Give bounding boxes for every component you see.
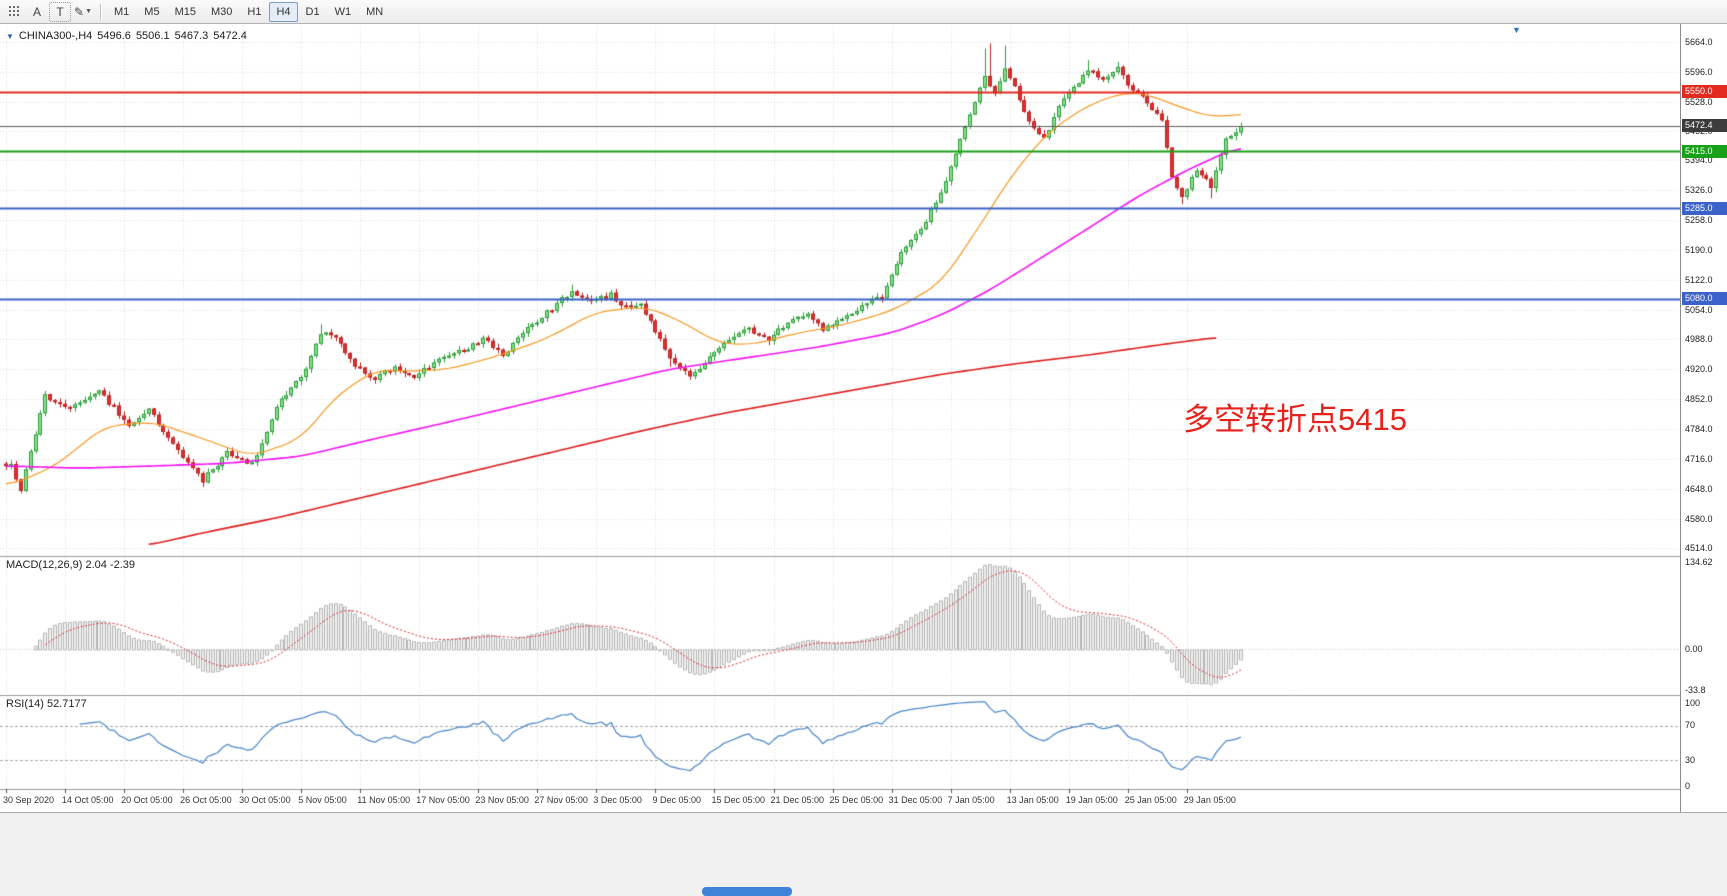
one-click-trading-icon[interactable]: ▼ [6, 31, 14, 41]
rsi-axis-100: 100 [1685, 698, 1701, 708]
chart-text-annotation[interactable]: 多空转折点5415 [1183, 402, 1407, 437]
rsi-axis-30: 30 [1685, 755, 1696, 765]
time-axis-label: 14 Oct 05:00 [62, 795, 114, 805]
time-axis-label: 9 Dec 05:00 [652, 795, 701, 805]
time-axis-label: 5 Nov 05:00 [298, 795, 347, 805]
time-axis-label: 23 Nov 05:00 [475, 795, 529, 805]
price-axis-tick: 4648.0 [1685, 483, 1713, 494]
timeframe-button-m1[interactable]: M1 [114, 5, 130, 18]
time-axis-label: 7 Jan 05:00 [947, 795, 995, 805]
timeframe-button-h4[interactable]: H4 [269, 1, 298, 22]
time-axis-label: 26 Oct 05:00 [180, 795, 232, 805]
color-tool-icon[interactable]: ✎ ▼ [72, 2, 94, 22]
time-axis-label: 15 Dec 05:00 [711, 795, 766, 805]
timeframe-button-w1[interactable]: W1 [334, 5, 352, 18]
time-axis-label: 29 Jan 05:00 [1183, 795, 1236, 805]
macd-axis-min: -33.8 [1685, 685, 1706, 695]
chevron-down-icon: ▼ [85, 8, 92, 15]
price-axis-tick: 5258.0 [1685, 215, 1713, 226]
time-axis-label: 30 Sep 2020 [3, 795, 55, 805]
price-axis-tick: 4920.0 [1685, 364, 1713, 375]
time-axis[interactable]: 30 Sep 2020 14 Oct 05:00 20 Oct 05:00 26 Oc… [0, 789, 1680, 812]
macd-indicator-header: MACD(12,26,9) 2.04 -2.39 [6, 559, 136, 571]
time-axis-label: 30 Oct 05:00 [239, 795, 291, 805]
timeframe-button-d1[interactable]: D1 [305, 5, 320, 18]
timeframe-button-m5[interactable]: M5 [144, 5, 160, 18]
macd-axis-max: 134.62 [1685, 557, 1713, 567]
rsi-indicator-header: RSI(14) 52.7177 [6, 698, 87, 710]
time-axis-label: 13 Jan 05:00 [1006, 795, 1059, 805]
time-axis-label: 27 Nov 05:00 [534, 795, 588, 805]
time-axis-label: 25 Dec 05:00 [829, 795, 884, 805]
price-axis-tick: 4716.0 [1685, 453, 1713, 464]
bottom-strip [0, 812, 1727, 896]
time-axis-label: 20 Oct 05:00 [121, 795, 173, 805]
bottom-scroll-indicator[interactable] [702, 887, 792, 896]
price-axis-tick: 4988.0 [1685, 334, 1713, 345]
timeframe-button-group: M1 M5 M15 M30 H1 H4 D1 W1 MN [107, 1, 390, 22]
price-tag-5080-0: 5080.0 [1682, 292, 1727, 306]
timeframe-button-m15[interactable]: M15 [174, 5, 196, 18]
rsi-axis-70: 70 [1685, 720, 1696, 730]
price-axis-tick: 5596.0 [1685, 66, 1713, 77]
time-axis-label: 31 Dec 05:00 [888, 795, 943, 805]
low-value: 5467.3 [174, 30, 209, 42]
price-axis-tick: 4580.0 [1685, 513, 1713, 524]
text-tool-icon[interactable]: A [32, 4, 41, 19]
high-value: 5506.1 [135, 30, 170, 42]
price-axis-tick: 4784.0 [1685, 423, 1713, 434]
toolbar-separator [100, 3, 101, 20]
price-axis-tick: 5190.0 [1685, 245, 1713, 256]
price-tag-5550-0: 5550.0 [1682, 85, 1727, 99]
price-tag-5472-4: 5472.4 [1682, 119, 1727, 133]
time-axis-label: 3 Dec 05:00 [593, 795, 642, 805]
price-axis-tick: 5528.0 [1685, 96, 1713, 107]
price-axis-tick: 5122.0 [1685, 275, 1713, 286]
price-axis-tick: 4852.0 [1685, 394, 1713, 405]
symbol-label: CHINA300-,H4 [18, 30, 93, 42]
price-axis-tick: 5326.0 [1685, 185, 1713, 196]
price-tag-5285-0: 5285.0 [1682, 201, 1727, 215]
time-axis-label: 25 Jan 05:00 [1124, 795, 1177, 805]
grid-tool-icon[interactable] [3, 2, 25, 22]
close-value: 5472.4 [213, 30, 247, 42]
price-axis-tick: 5054.0 [1685, 305, 1713, 316]
price-axis-tick: 5664.0 [1685, 36, 1713, 47]
time-axis-label: 21 Dec 05:00 [770, 795, 825, 805]
time-axis-label: 11 Nov 05:00 [357, 795, 411, 805]
price-tag-5415-0: 5415.0 [1682, 144, 1727, 158]
time-axis-label: 17 Nov 05:00 [416, 795, 470, 805]
open-value: 5496.6 [97, 30, 131, 42]
timeframe-button-m30[interactable]: M30 [210, 5, 233, 18]
time-axis-label: 19 Jan 05:00 [1065, 795, 1118, 805]
pencil-icon: ✎ [74, 4, 85, 19]
chart-header: ▼ CHINA300-,H4 5496.6 5506.1 5467.3 5472… [6, 30, 247, 42]
price-axis[interactable]: 134.62 0.00 -33.8 100 70 30 0 5664.0 5596… [1680, 24, 1727, 812]
text-frame-tool-icon[interactable]: T [49, 1, 71, 22]
toolbar: A T ✎ ▼ M1 M5 M15 M30 H1 H4 D1 W1 MN [0, 0, 1727, 24]
timeframe-button-mn[interactable]: MN [366, 5, 384, 18]
chart-shift-marker-icon[interactable]: ▼ [1512, 25, 1521, 35]
price-axis-tick: 5394.0 [1685, 155, 1713, 166]
macd-axis-zero: 0.00 [1685, 644, 1703, 654]
rsi-axis-0: 0 [1685, 781, 1691, 791]
timeframe-button-h1[interactable]: H1 [247, 5, 262, 18]
price-axis-tick: 4514.0 [1685, 542, 1713, 553]
